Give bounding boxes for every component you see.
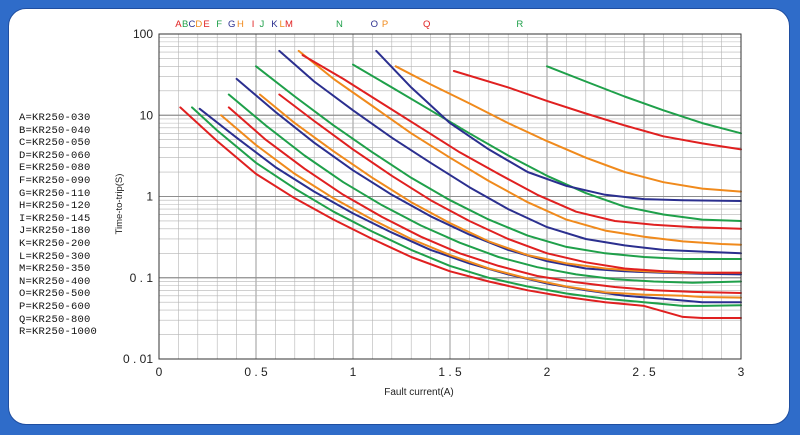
trip-curve-N=KR250-400 [352, 63, 742, 222]
curve-letter-label: K [271, 19, 278, 30]
x-tick-label: 1 . 5 [438, 365, 462, 379]
legend-entry: L=KR250-300 [19, 250, 91, 263]
curve-letter-label: N [336, 19, 343, 30]
legend-entry: F=KR250-090 [19, 174, 91, 187]
curves [179, 49, 742, 319]
curve-letter-label: I [252, 19, 255, 30]
curve-letter-label: J [259, 19, 264, 30]
legend-entry: O=KR250-500 [19, 288, 91, 301]
curve-letter-label: B [182, 19, 188, 30]
x-tick-label: 1 [350, 365, 357, 379]
legend: A=KR250-030 B=KR250-040 C=KR250-050 D=KR250… [19, 112, 97, 339]
trip-curve-C=KR250-050 [198, 107, 742, 304]
legend-entry: M=KR250-350 [19, 263, 91, 276]
legend-entry: J=KR250-180 [19, 225, 91, 238]
trip-curve-O=KR250-500 [375, 49, 742, 202]
curve-letter-label: F [216, 19, 222, 30]
plot-border [158, 33, 742, 360]
trip-curve-Q=KR250-800 [452, 70, 742, 151]
curve-letter-label: Q [423, 19, 430, 30]
trip-curve-K=KR250-200 [278, 49, 742, 255]
grid [158, 33, 742, 360]
trip-curve-F=KR250-090 [227, 93, 742, 284]
curve-letter-label: P [382, 19, 388, 30]
legend-entry: Q=KR250-800 [19, 313, 91, 326]
trip-curve-L=KR250-300 [297, 49, 742, 246]
trip-curve-J=KR250-180 [255, 65, 742, 260]
axes: 0 0 . 5 1 1 . 5 2 2 . 5 3 100 10 1 0 . 1 0 . 01 [123, 27, 745, 379]
x-tick-label: 0 [156, 365, 163, 379]
x-tick-label: 3 [738, 365, 745, 379]
curve-letter-label: G [228, 19, 235, 30]
legend-entry: A=KR250-030 [19, 112, 91, 124]
legend-entry: C=KR250-050 [19, 137, 91, 150]
x-axis-label: Fault current(A) [384, 387, 453, 398]
legend-entry: G=KR250-110 [19, 187, 91, 200]
trip-curve-R=KR250-1000 [546, 65, 742, 135]
curve-letter-label: M [285, 19, 293, 30]
x-tick-label: 2 . 5 [632, 365, 656, 379]
legend-entry: K=KR250-200 [19, 237, 91, 250]
legend-entry: D=KR250-060 [19, 149, 91, 162]
legend-entry: E=KR250-080 [19, 162, 91, 175]
curve-letter-label: A [175, 19, 182, 30]
legend-entry: N=KR250-400 [19, 275, 91, 288]
trip-curve-I=KR250-145 [278, 93, 742, 274]
legend-entry: B=KR250-040 [19, 124, 91, 137]
curve-letter-label: L [280, 19, 285, 30]
curve-letter-label: O [371, 19, 378, 30]
trip-curve-M=KR250-350 [301, 54, 742, 230]
y-tick-label: 10 [140, 108, 154, 122]
curve-letter-label: D [195, 19, 202, 30]
legend-entry: P=KR250-600 [19, 300, 91, 313]
y-tick-label: 0 . 01 [123, 352, 153, 366]
trip-curve-P=KR250-600 [394, 65, 742, 193]
curve-letter-label: R [516, 19, 523, 30]
curve-letter-label: C [189, 19, 196, 30]
x-tick-label: 0 . 5 [244, 365, 268, 379]
trip-curve-E=KR250-080 [227, 106, 742, 294]
trip-curve-H=KR250-120 [258, 93, 742, 274]
y-tick-label: 1 [146, 190, 153, 204]
y-tick-label: 0 . 1 [130, 271, 154, 285]
x-tick-label: 2 [544, 365, 551, 379]
legend-entry: H=KR250-120 [19, 200, 91, 213]
curve-letter-label: E [203, 19, 209, 30]
trip-curve-B=KR250-040 [191, 106, 742, 307]
legend-entry: R=KR250-1000 [19, 326, 98, 339]
trip-curve-A=KR250-030 [179, 106, 742, 319]
curve-letter-label: H [237, 19, 244, 30]
y-tick-label: 100 [133, 27, 153, 41]
y-axis-label: Time-to-trip(S) [114, 174, 125, 235]
trip-curve-D=KR250-060 [220, 114, 742, 299]
legend-entry: I=KR250-145 [19, 212, 91, 225]
